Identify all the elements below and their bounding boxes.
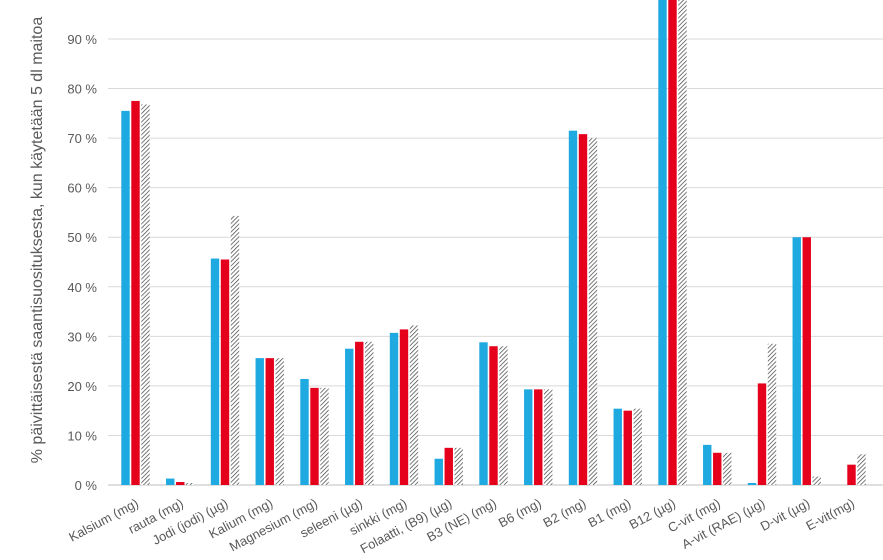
bar-series-3 — [544, 389, 553, 485]
bar-series-3 — [454, 447, 463, 485]
bar-series-3 — [365, 341, 374, 485]
bar-series-2 — [847, 464, 856, 485]
bar-series-1 — [747, 483, 757, 485]
y-tick-label: 70 % — [67, 131, 97, 146]
bar-series-3 — [141, 104, 150, 485]
bar-series-1 — [255, 358, 264, 485]
bar-series-2 — [176, 482, 185, 485]
bar-series-2 — [757, 383, 767, 485]
y-tick-label: 0 % — [75, 478, 98, 493]
bar-series-2 — [534, 389, 543, 485]
x-tick-label: B1 (mg) — [585, 495, 633, 530]
bar-series-2 — [310, 387, 319, 485]
bar-series-2 — [220, 259, 230, 485]
y-axis-ticks: 0 % 10 % 20 % 30 % 40 % 50 % 60 % 70 % 80 % 90 % — [67, 32, 97, 493]
bar-series-3 — [230, 215, 240, 485]
bar-series-1 — [568, 130, 578, 485]
bar-series-3 — [723, 452, 732, 485]
bar-series-2 — [489, 346, 498, 485]
x-tick-label: B2 (mg) — [541, 495, 589, 530]
bar-series-1 — [166, 478, 175, 485]
x-tick-label: B6 (mg) — [496, 495, 544, 530]
bar-series-2 — [668, 0, 677, 486]
bar-series-2 — [802, 237, 811, 485]
x-tick-label: D-vit (µg) — [758, 495, 812, 533]
bar-series-1 — [345, 348, 354, 485]
bar-series-3 — [186, 483, 195, 485]
bar-series-3 — [499, 346, 508, 485]
bar-series-1 — [434, 458, 443, 485]
bar-series-1 — [613, 408, 622, 485]
bar-series-3 — [275, 358, 284, 485]
bar-series-1 — [524, 389, 533, 485]
bar-series-2 — [623, 410, 632, 485]
bar-series-2 — [265, 358, 274, 485]
bar-series-3 — [767, 343, 777, 485]
bar-series-1 — [121, 110, 130, 486]
bar-series-2 — [444, 447, 453, 485]
x-axis-ticks: Kalsium (mg)rauta (mg)Jodi (jodi) (µg)Ka… — [66, 495, 857, 556]
bar-series-3 — [588, 138, 598, 486]
bar-series-1 — [479, 342, 488, 485]
bar-series-1 — [792, 237, 801, 485]
y-tick-label: 50 % — [67, 230, 97, 245]
bar-series-1 — [658, 0, 667, 486]
y-tick-label: 40 % — [67, 280, 97, 295]
bar-series-1 — [300, 378, 309, 485]
bar-series-2 — [131, 100, 140, 485]
bar-series-1 — [210, 258, 220, 485]
bar-series-3 — [857, 454, 866, 485]
y-axis-title: % päivittäisestä saantisuosituksesta, ku… — [29, 17, 46, 464]
y-tick-label: 80 % — [67, 82, 97, 97]
y-tick-label: 20 % — [67, 379, 97, 394]
bar-series-2 — [399, 329, 409, 485]
y-tick-label: 90 % — [67, 32, 97, 47]
bar-series-1 — [703, 444, 712, 485]
bar-series-3 — [320, 387, 329, 485]
x-tick-label: Kalsium (mg) — [66, 495, 141, 544]
bar-series-2 — [355, 341, 364, 485]
bar-series-3 — [678, 0, 687, 486]
bar-series-2 — [578, 134, 588, 485]
y-tick-label: 60 % — [67, 181, 97, 196]
y-tick-label: 30 % — [67, 329, 97, 344]
x-tick-label: E-vit(mg) — [803, 495, 857, 533]
bar-series-3 — [409, 325, 419, 485]
bar-series-2 — [713, 452, 722, 485]
bar-series-3 — [633, 408, 642, 485]
bar-series-1 — [389, 332, 399, 485]
bar-series-3 — [812, 476, 821, 485]
bars — [121, 0, 866, 486]
y-tick-label: 10 % — [67, 428, 97, 443]
